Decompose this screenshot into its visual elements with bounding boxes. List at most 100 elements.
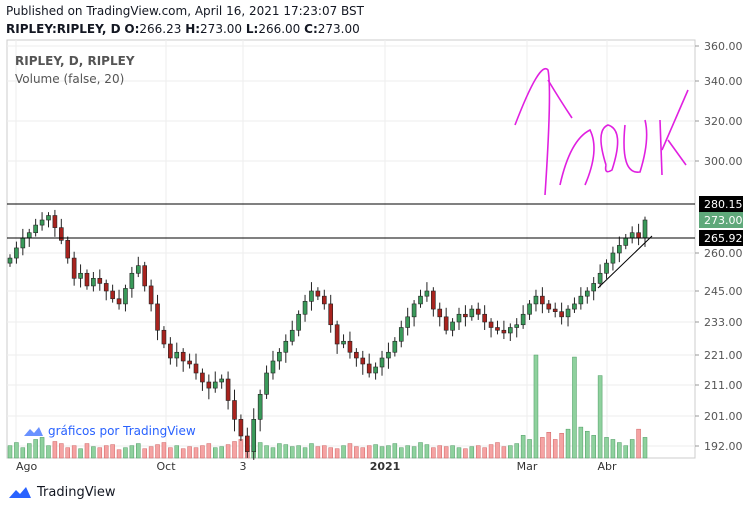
volume-bar	[597, 375, 603, 459]
candle-body	[270, 360, 276, 374]
volume-bar	[71, 445, 77, 459]
candle-body	[610, 252, 616, 264]
volume-bar	[610, 439, 616, 459]
volume-bar	[347, 443, 353, 459]
volume-bar	[450, 445, 455, 459]
volume-bar	[629, 439, 635, 459]
candle-body	[238, 419, 244, 437]
candle-body	[71, 257, 77, 279]
footer-brand[interactable]: TradingView	[8, 484, 116, 500]
symbol: RIPLEY:RIPLEY, D	[6, 22, 121, 36]
close-label: C:	[304, 22, 318, 36]
candle-body	[155, 303, 160, 331]
candle-body	[257, 393, 263, 420]
volume-bar	[213, 447, 218, 459]
volume-bar	[78, 448, 83, 459]
candle-body	[289, 329, 295, 342]
candle-body	[78, 272, 83, 279]
candle-body	[200, 372, 205, 383]
candle-body	[379, 357, 385, 368]
watermark: gráficos por TradingView	[22, 424, 196, 438]
volume-bar	[469, 446, 475, 459]
volume-bar	[187, 446, 192, 459]
volume-bar	[309, 443, 314, 459]
price-badge-label: 265.92	[704, 232, 743, 245]
volume-bar	[20, 447, 26, 459]
x-tick-label: Oct	[156, 460, 176, 473]
candle-body	[123, 288, 128, 305]
price-badge	[699, 230, 743, 246]
candle-body	[424, 290, 430, 297]
candle-body	[540, 295, 545, 305]
trend-line	[597, 235, 653, 289]
candle-body	[629, 232, 635, 239]
moon-scribble	[667, 139, 687, 166]
volume-bar	[642, 437, 648, 459]
candle-body	[347, 340, 353, 353]
moon-scribble	[514, 67, 551, 196]
volume-bar	[482, 447, 487, 459]
moon-scribble	[661, 89, 689, 151]
volume-bar	[123, 447, 128, 459]
candle-body	[508, 327, 513, 334]
x-tick-label: Mar	[517, 460, 538, 473]
volume-bar	[559, 433, 564, 459]
volume-bar	[418, 442, 423, 459]
candle-body	[559, 311, 564, 318]
candle-body	[514, 324, 520, 328]
candle-body	[450, 321, 455, 331]
y-tick-label: 233.00	[704, 316, 743, 329]
moon-scribble	[623, 119, 648, 173]
price-chart[interactable]: Ago Oct 3 2021 Mar Abr 360.00 340.00 320.00 300.0…	[0, 0, 750, 480]
volume-bar	[501, 446, 507, 459]
volume-bar	[354, 446, 359, 459]
candle-body	[277, 351, 282, 362]
plot-frame	[6, 39, 696, 459]
y-tick-label: 340.00	[704, 75, 743, 88]
volume-bar	[26, 443, 32, 459]
candle-body	[302, 301, 308, 315]
volume-bar	[200, 445, 205, 459]
candle-body	[232, 400, 237, 420]
candle-body	[623, 237, 629, 246]
volume-bar	[386, 445, 391, 459]
tradingview-cloud-icon	[24, 427, 43, 436]
candle-body	[617, 245, 622, 254]
volume-bar	[148, 446, 154, 459]
volume-bar	[463, 448, 468, 459]
candle-body	[142, 265, 147, 287]
volume-bar	[219, 446, 224, 459]
x-tick-label: 3	[240, 460, 247, 473]
candle-body	[315, 290, 321, 297]
low-value: 266.00	[258, 22, 301, 36]
candle-body	[206, 381, 212, 389]
y-tick-label: 211.00	[704, 379, 743, 392]
volume-bar	[424, 444, 430, 459]
candle-body	[636, 232, 641, 239]
candle-body	[572, 303, 577, 310]
series-legend: RIPLEY, D, RIPLEY	[15, 54, 135, 68]
candle-body	[97, 278, 103, 284]
volume-bar	[572, 356, 577, 459]
volume-bar	[578, 426, 584, 459]
candle-body	[174, 351, 180, 359]
volume-bar	[225, 444, 231, 459]
footer-brand-text: TradingView	[37, 484, 116, 500]
candle-body	[110, 290, 115, 300]
candle-body	[59, 227, 64, 241]
candle-body	[148, 285, 154, 305]
y-tick-label: 192.00	[704, 440, 743, 453]
candle-body	[264, 372, 269, 395]
volume-bar	[296, 445, 301, 459]
volume-bar	[636, 428, 641, 459]
volume-bar	[475, 445, 481, 459]
candle-body	[366, 363, 372, 374]
candle-body	[405, 316, 410, 328]
candle-body	[14, 247, 19, 259]
candle-body	[463, 313, 468, 318]
volume-bar	[142, 448, 147, 459]
candle-body	[527, 303, 532, 315]
volume-bar	[270, 447, 276, 459]
candle-body	[129, 272, 135, 289]
candle-body	[225, 378, 231, 401]
